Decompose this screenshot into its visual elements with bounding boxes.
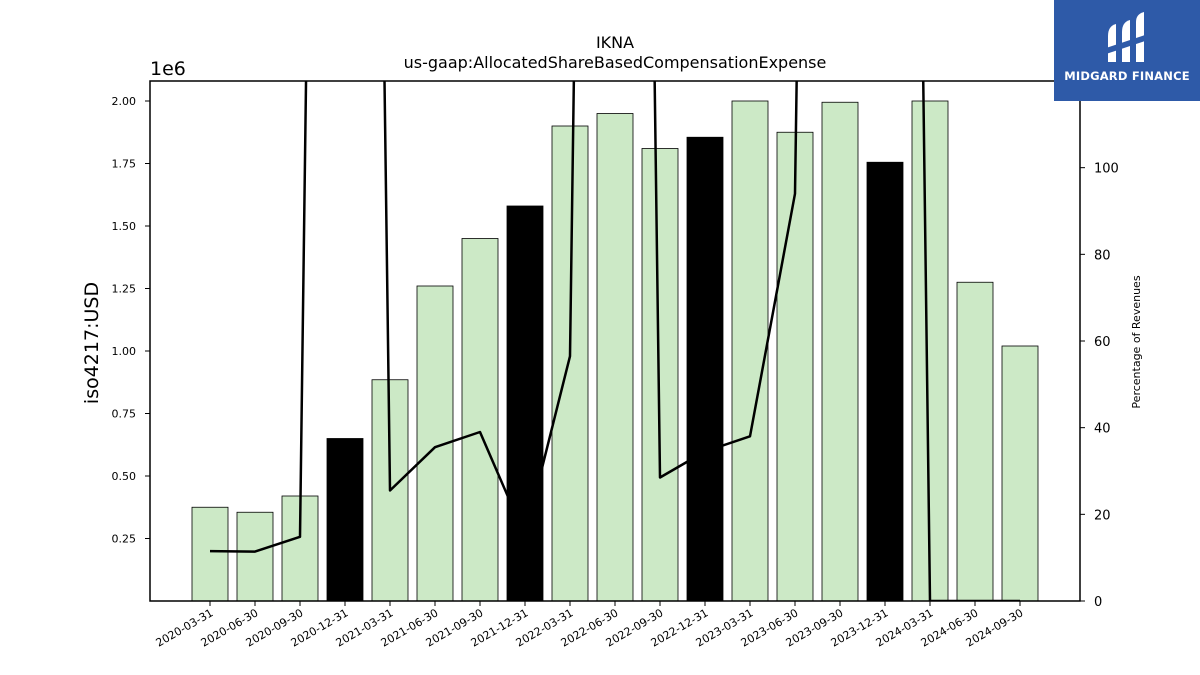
bar-2023-06-30 xyxy=(776,131,814,602)
y-right-tick-label: 0 xyxy=(1094,595,1102,610)
chart-subtitle: us-gaap:AllocatedShareBasedCompensationE… xyxy=(404,53,827,72)
bar-2022-06-30 xyxy=(596,113,634,602)
y-tick-label: 0.75 xyxy=(112,408,137,421)
bar-2023-12-31 xyxy=(866,161,904,602)
bar-2023-03-31 xyxy=(731,100,769,602)
y-tick-label: 1.50 xyxy=(112,220,137,233)
midgard-logo-icon xyxy=(1106,12,1148,62)
y-axis-right-label: Percentage of Revenues xyxy=(1130,275,1143,408)
bar-2023-09-30 xyxy=(821,101,859,602)
y-tick-label: 1.00 xyxy=(112,345,137,358)
y-exponent-label: 1e6 xyxy=(150,58,186,80)
bar-2022-03-31 xyxy=(551,125,589,602)
bars xyxy=(191,100,1039,602)
bar-2024-06-30 xyxy=(956,281,994,602)
bar-2024-09-30 xyxy=(1001,345,1039,602)
y-tick-label: 2.00 xyxy=(112,95,137,108)
brand-logo: MIDGARD FINANCE xyxy=(1054,0,1200,101)
logo-text: MIDGARD FINANCE xyxy=(1064,69,1190,83)
y-tick-label: 1.25 xyxy=(112,283,137,296)
bar-2020-12-31 xyxy=(326,438,364,602)
y-right-tick-label: 20 xyxy=(1094,508,1111,523)
bar-2020-06-30 xyxy=(236,511,274,602)
y-right-tick-label: 80 xyxy=(1094,248,1111,263)
y-right-tick-label: 100 xyxy=(1094,162,1119,177)
bar-2021-09-30 xyxy=(461,238,499,602)
y-axis-label: iso4217:USD xyxy=(81,282,103,404)
y-tick-label: 1.75 xyxy=(112,158,137,171)
y-tick-label: 0.50 xyxy=(112,470,137,483)
bar-2022-09-30 xyxy=(641,148,679,602)
y-right-tick-label: 60 xyxy=(1094,335,1111,350)
y-right-tick-label: 40 xyxy=(1094,422,1111,437)
chart-title: IKNA xyxy=(596,33,634,52)
bar-2020-03-31 xyxy=(191,506,229,602)
y-tick-label: 0.25 xyxy=(112,533,137,546)
bar-2022-12-31 xyxy=(686,136,724,602)
bar-2021-12-31 xyxy=(506,205,544,602)
